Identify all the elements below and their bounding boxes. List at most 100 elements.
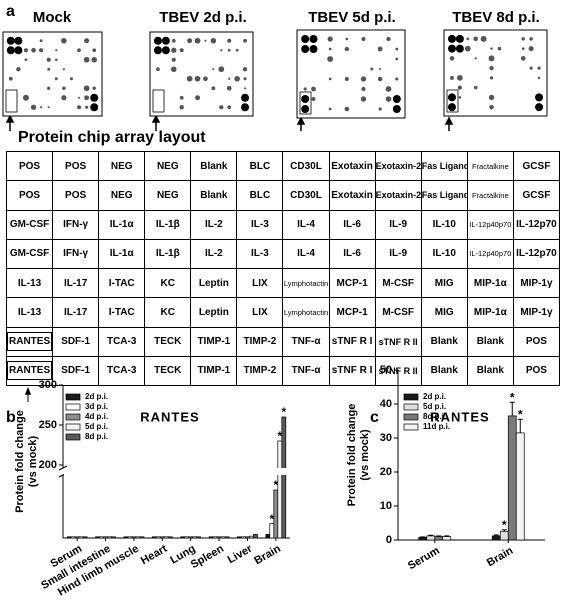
cell-text: TECK (154, 336, 182, 348)
blot-spot (241, 103, 250, 112)
cell-text: Lymphotactin (283, 307, 329, 317)
blot-spot (488, 55, 495, 62)
cell-text: sTNF R II (378, 336, 418, 347)
cell-text: I-TAC (108, 277, 135, 289)
panel-label: b (6, 409, 16, 426)
blot-spot (311, 86, 316, 92)
legend-swatch (65, 433, 81, 441)
significance-marker: * (269, 512, 274, 526)
cell-text: Leptin (198, 277, 229, 289)
cell-text: IL-10 (432, 248, 456, 260)
cell-text: TCA-3 (106, 365, 137, 377)
table-cell: IL-12p40p70 (466, 238, 514, 270)
cell-text: TIMP-2 (243, 336, 277, 348)
blot-spot (360, 96, 367, 102)
table-row: RANTES SDF-1 TCA-3 TECK TIMP-1 TIMP-2 TNF-α sTN… (5, 326, 561, 357)
cell-text: IL-10 (432, 219, 456, 231)
legend-label: 4d p.i. (85, 412, 108, 421)
table-cell: Exotaxin-2 (374, 150, 422, 182)
cell-text: MCP-1 (336, 306, 368, 318)
blot-spot (309, 35, 318, 43)
table-cell: Leptin (190, 267, 238, 299)
cell-text: Exotaxin-2 (375, 161, 422, 172)
legend-label: 8d p.i. (85, 432, 108, 441)
table-cell: POS (512, 326, 561, 357)
legend-swatch (403, 403, 419, 411)
table-cell: GCSF (512, 180, 561, 211)
table-cell: TIMP-2 (236, 355, 284, 387)
table-cell: Blank (190, 150, 238, 182)
bar (216, 536, 222, 539)
bar (180, 536, 186, 539)
table-cell: NEG (98, 150, 146, 182)
blot-spot (377, 46, 383, 52)
blot-spot (466, 37, 470, 41)
cell-text: IFN-γ (63, 219, 89, 231)
blot-spot (8, 76, 13, 81)
bar (265, 534, 271, 539)
cell-text: Exotaxin-2 (375, 190, 422, 201)
table-cell: MIP-1γ (512, 267, 561, 299)
table-cell: TIMP-1 (190, 326, 238, 357)
blot-spot (345, 37, 349, 41)
blot-spot (243, 38, 247, 43)
table-cell: Fractalkine (466, 180, 514, 211)
blot-spot (301, 35, 310, 43)
table-cell: IL-3 (236, 238, 284, 270)
table-cell: MIG (420, 267, 468, 299)
blot-spot (521, 47, 525, 50)
bar (208, 536, 214, 539)
table-cell: MCP-1 (328, 297, 376, 328)
cell-text: POS (65, 160, 87, 172)
cell-text: Fractalkine (471, 161, 509, 171)
table-cell: MIP-1α (466, 297, 514, 328)
table-cell: SDF-1 (52, 355, 100, 387)
table-cell: IL-12p70 (512, 238, 561, 270)
bar (249, 535, 254, 539)
blot-spot (344, 106, 350, 112)
y-axis-label-line: (vs mock) (27, 435, 39, 487)
blot-spot (489, 104, 494, 110)
table-row: IL-13 IL-17 I-TAC KC Leptin LIX Lymphotactin MC… (5, 267, 561, 299)
cell-text: RANTES (7, 361, 52, 381)
bar (241, 536, 246, 539)
table-cell: TCA-3 (98, 326, 146, 357)
blot-spot (490, 47, 493, 50)
table-cell: sTNF R I (328, 355, 376, 387)
cell-text: KC (160, 277, 175, 289)
blot-spot (242, 67, 248, 72)
layout-title: Protein chip array layout (18, 129, 206, 146)
cell-text: NEG (156, 160, 179, 172)
table-cell: IFN-γ (52, 238, 100, 270)
table-cell: GCSF (512, 150, 561, 182)
table-cell: Fas Ligand (420, 150, 468, 182)
table-row: POS POS NEG NEG Blank BLC CD30L Exotaxin Exotaxi… (5, 180, 561, 211)
blot-spot (83, 85, 90, 92)
bar (131, 536, 137, 539)
blot-spot (47, 106, 50, 109)
cell-text: Fractalkine (471, 190, 509, 200)
blot-title: Mock (33, 9, 72, 26)
blot-spot (473, 36, 478, 42)
blot-spot (301, 95, 310, 103)
table-cell: RANTES (5, 355, 54, 387)
cell-text: GM-CSF (9, 248, 50, 260)
bar (426, 535, 436, 541)
table-cell: IL-9 (374, 238, 422, 270)
blot-spot (77, 48, 81, 53)
table-cell: MIP-1α (466, 267, 514, 299)
cell-text: IL-12p40p70 (469, 220, 512, 230)
bar (159, 536, 165, 539)
cell-text: Exotaxin (331, 160, 373, 172)
blot-spot (90, 93, 99, 102)
table-cell: Lymphotactin (282, 267, 330, 299)
arrows (5, 114, 454, 402)
cell-text: Lymphotactin (283, 278, 329, 288)
table-cell: POS (5, 150, 54, 182)
cell-text: NEG (156, 189, 179, 201)
table-cell: IL-1α (98, 238, 146, 270)
cell-text: IL-2 (204, 219, 223, 231)
blot-spot (395, 47, 399, 51)
blot-spot (212, 68, 215, 71)
table-cell: IL-9 (374, 209, 422, 240)
